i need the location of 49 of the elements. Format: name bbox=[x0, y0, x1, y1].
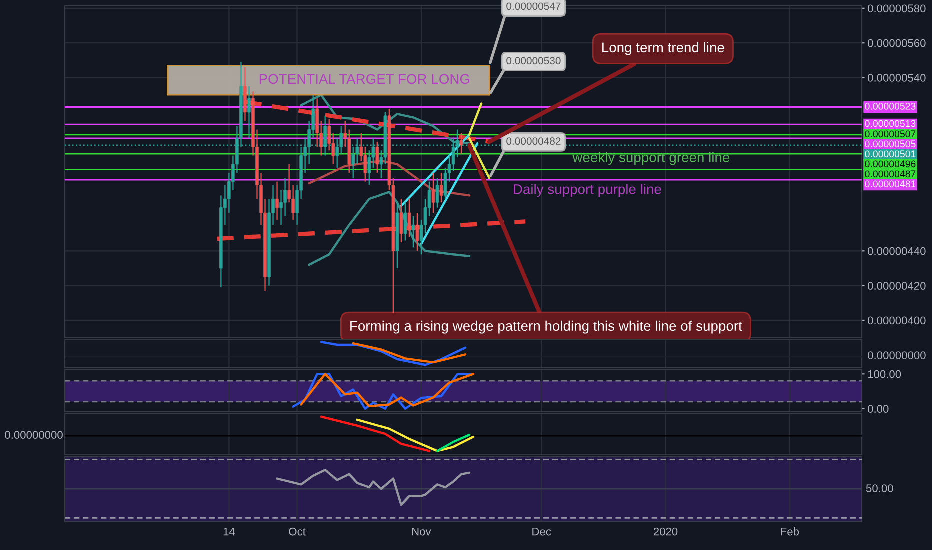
candlestick bbox=[436, 178, 440, 208]
candlestick bbox=[376, 141, 380, 174]
ref-line-label: 0.00000505 bbox=[865, 140, 916, 148]
annotation: Long term trend line bbox=[602, 42, 724, 56]
y-tick-label: 0.00000400 bbox=[868, 316, 926, 325]
y-tick-label: 0.00000580 bbox=[868, 4, 926, 13]
ref-line-label: 0.00000507 bbox=[865, 130, 916, 138]
candlestick bbox=[408, 198, 412, 238]
annotation: 0.00000482 bbox=[506, 138, 561, 146]
ref-line-label: 0.00000496 bbox=[865, 160, 916, 168]
x-tick-label: Dec bbox=[532, 528, 552, 536]
ref-line-label: 0.00000000 bbox=[868, 352, 926, 360]
x-tick-label: 2020 bbox=[654, 528, 678, 536]
y-tick-label: 0.00000540 bbox=[868, 74, 926, 82]
x-tick-label: Oct bbox=[289, 528, 306, 536]
band-label: POTENTIAL TARGET FOR LONG bbox=[260, 74, 470, 84]
y-tick-label: 0.00000440 bbox=[868, 247, 926, 256]
candlestick bbox=[412, 216, 416, 248]
line-series bbox=[308, 191, 471, 266]
ref-line-label: 0.00000000 bbox=[5, 431, 63, 440]
line-series bbox=[300, 94, 471, 145]
text: 50.00 bbox=[866, 484, 894, 492]
ref-line-label: 0.00000513 bbox=[865, 120, 916, 128]
candlestick bbox=[416, 212, 420, 252]
candlestick bbox=[460, 132, 464, 155]
y-tick-label: 100.00 bbox=[868, 370, 902, 378]
candlestick bbox=[248, 86, 251, 140]
ref-line-label: 0.00000481 bbox=[865, 180, 916, 188]
y-tick-label: 0.00 bbox=[868, 405, 889, 414]
ref-line-label: 0.00000523 bbox=[865, 102, 916, 110]
y-tick-label: 0.00000560 bbox=[868, 39, 926, 48]
annotation: weekly support green line bbox=[572, 152, 730, 166]
ref-line-label: 0.00000501 bbox=[865, 150, 916, 158]
y-tick-label: 0.00000420 bbox=[868, 282, 926, 290]
x-tick-label: Nov bbox=[412, 528, 432, 536]
annotation: 0.00000547 bbox=[506, 2, 561, 10]
ref-line-label: 0.00000487 bbox=[865, 170, 916, 178]
candlestick bbox=[368, 150, 371, 186]
candlestick bbox=[444, 167, 448, 200]
annotation: Forming a rising wedge pattern holding this white line of support bbox=[350, 320, 742, 334]
x-tick-label: Feb bbox=[781, 528, 800, 536]
x-tick-label: 14 bbox=[224, 528, 236, 536]
candlestick bbox=[400, 198, 404, 244]
annotation: 0.00000530 bbox=[506, 57, 561, 65]
candlestick bbox=[440, 172, 444, 204]
annotation: Daily support purple line bbox=[514, 184, 662, 198]
candlestick bbox=[276, 181, 279, 220]
candlestick bbox=[432, 172, 436, 214]
candlestick bbox=[404, 202, 408, 242]
